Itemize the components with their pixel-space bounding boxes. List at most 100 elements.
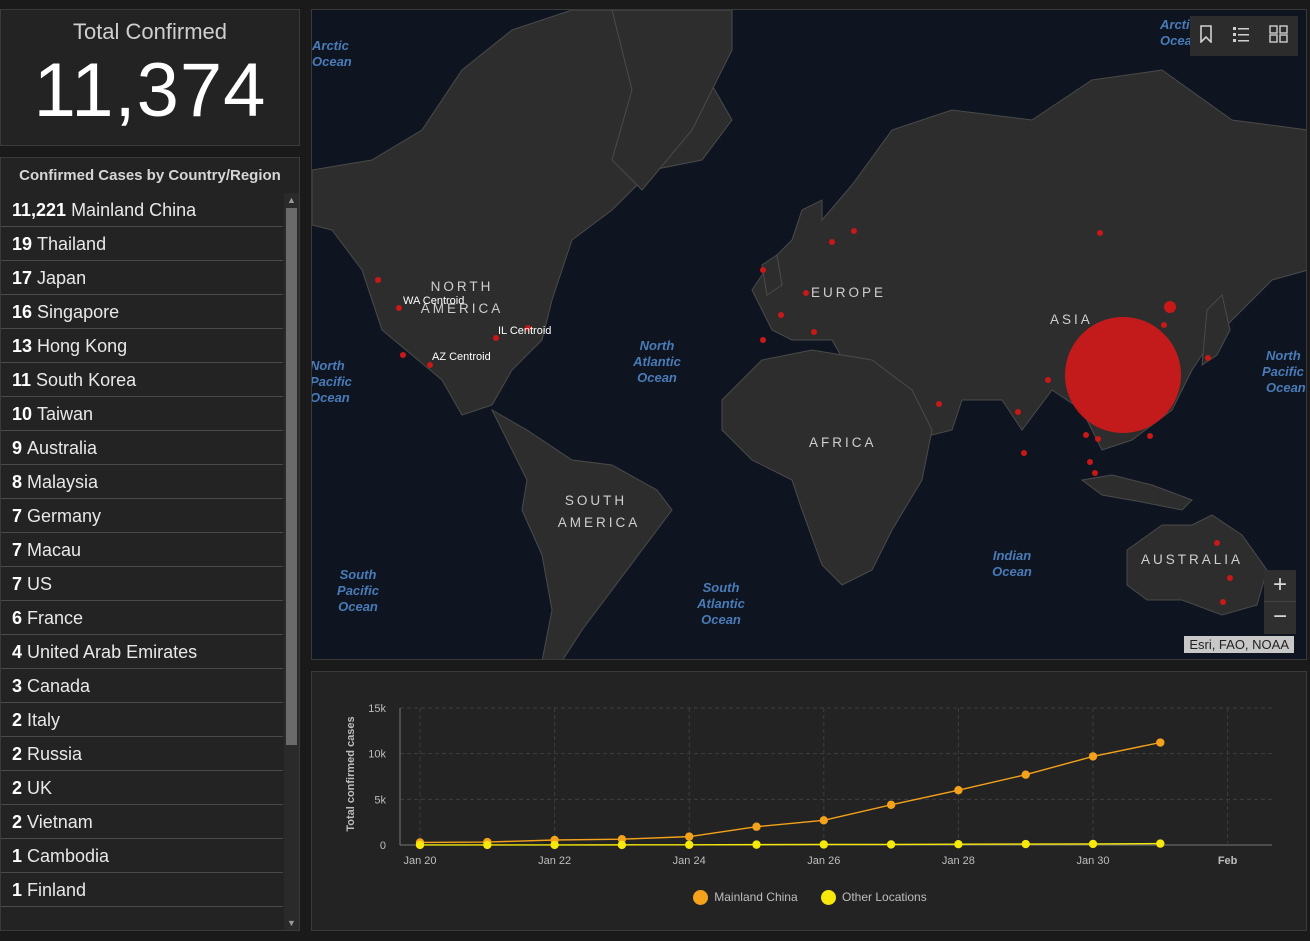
country-list-item[interactable]: 7 Macau: [1, 533, 283, 567]
chart-data-point[interactable]: [1021, 770, 1030, 779]
chart-x-ticks: Jan 20 Jan 22 Jan 24 Jan 26 Jan 28 Jan 30 Feb: [403, 855, 1237, 867]
country-list-item[interactable]: 7 Germany: [1, 499, 283, 533]
country-list-item[interactable]: 16 Singapore: [1, 295, 283, 329]
case-marker[interactable]: [1220, 599, 1226, 605]
country-list-item[interactable]: 17 Japan: [1, 261, 283, 295]
zoom-out-button[interactable]: −: [1272, 603, 1287, 630]
chart-data-point[interactable]: [483, 840, 492, 850]
case-marker[interactable]: [760, 337, 766, 343]
country-list-item[interactable]: 2 UK: [1, 771, 283, 805]
chart-data-point[interactable]: [1021, 839, 1030, 849]
continent-label-africa: AFRICA: [809, 435, 877, 450]
case-marker[interactable]: [803, 290, 809, 296]
case-marker[interactable]: [1092, 470, 1098, 476]
scroll-up-arrow-icon[interactable]: ▲: [287, 195, 296, 205]
chart-data-point[interactable]: [886, 800, 896, 810]
land-australia: [1126, 514, 1268, 616]
country-list-item[interactable]: 11 South Korea: [1, 363, 283, 397]
legend-item-other-locations[interactable]: Other Locations: [821, 890, 927, 906]
chart-data-point[interactable]: [819, 816, 828, 825]
case-marker[interactable]: [1083, 432, 1089, 438]
country-list-item[interactable]: 2 Italy: [1, 703, 283, 737]
case-marker[interactable]: [1161, 322, 1167, 328]
zoom-in-button[interactable]: +: [1264, 570, 1296, 602]
chart-data-point[interactable]: [886, 840, 896, 849]
country-list-item[interactable]: 1 Finland: [1, 873, 283, 907]
country-list-item[interactable]: 8 Malaysia: [1, 465, 283, 499]
chart-data-point[interactable]: [1156, 839, 1165, 848]
case-marker[interactable]: [1097, 230, 1103, 236]
chart-data-point[interactable]: [1088, 752, 1098, 761]
case-bubble-china[interactable]: [1065, 317, 1181, 433]
case-marker[interactable]: [1205, 355, 1211, 361]
chart-data-point[interactable]: [685, 832, 694, 841]
chart-data-point[interactable]: [550, 840, 559, 850]
country-list-item[interactable]: 13 Hong Kong: [1, 329, 283, 363]
scroll-thumb[interactable]: [286, 208, 297, 745]
legend-item-mainland-china[interactable]: Mainland China: [693, 890, 798, 906]
chart-data-point[interactable]: [752, 840, 761, 849]
chart-data-point[interactable]: [819, 840, 828, 849]
case-marker[interactable]: [1214, 540, 1220, 546]
map-canvas[interactable]: Arctic Ocean Arcti Ocea North Pacific Ocean …: [312, 10, 1307, 660]
zoom-control: + −: [1264, 570, 1296, 634]
country-case-count: 7: [12, 540, 23, 560]
case-marker-wa[interactable]: [396, 305, 402, 311]
chart-data-point[interactable]: [954, 840, 963, 849]
country-list-item[interactable]: 10 Taiwan: [1, 397, 283, 431]
chart-data-point[interactable]: [415, 840, 425, 850]
country-list-item[interactable]: 2 Vietnam: [1, 805, 283, 839]
country-case-count: 2: [12, 812, 23, 832]
country-list-item[interactable]: 19 Thailand: [1, 227, 283, 261]
legend-list-icon[interactable]: [1232, 25, 1250, 48]
case-marker-az[interactable]: [427, 362, 433, 368]
country-list-item[interactable]: 7 US: [1, 567, 283, 601]
case-marker[interactable]: [1095, 436, 1101, 442]
basemap-gallery-icon[interactable]: [1268, 24, 1289, 48]
case-marker-beijing[interactable]: [1164, 301, 1176, 313]
case-marker[interactable]: [493, 335, 499, 341]
case-marker[interactable]: [1015, 409, 1021, 415]
case-marker[interactable]: [1227, 575, 1233, 581]
country-list-item[interactable]: 1 Cambodia: [1, 839, 283, 873]
case-marker[interactable]: [1087, 459, 1093, 465]
country-case-count: 13: [12, 336, 33, 356]
chart-data-point[interactable]: [752, 822, 761, 831]
country-list: 11,221 Mainland China 19 Thailand 17 Japan 16 S…: [1, 193, 283, 907]
case-marker[interactable]: [1045, 377, 1051, 383]
case-marker[interactable]: [1147, 433, 1153, 439]
country-list-item[interactable]: 4 United Arab Emirates: [1, 635, 283, 669]
continent-label-asia: ASIA: [1050, 312, 1093, 327]
country-case-count: 3: [12, 676, 23, 696]
case-marker[interactable]: [1021, 450, 1027, 456]
country-list-item[interactable]: 2 Russia: [1, 737, 283, 771]
map-attribution[interactable]: Esri, FAO, NOAA: [1184, 636, 1294, 653]
scroll-down-arrow-icon[interactable]: ▼: [287, 918, 296, 928]
country-list-item[interactable]: 9 Australia: [1, 431, 283, 465]
bookmark-icon[interactable]: [1199, 24, 1213, 48]
chart-data-point[interactable]: [954, 786, 963, 795]
chart-data-point[interactable]: [1088, 839, 1098, 849]
case-marker[interactable]: [829, 239, 835, 245]
chart-data-point[interactable]: [617, 840, 627, 850]
case-marker[interactable]: [851, 228, 857, 234]
case-marker[interactable]: [760, 267, 766, 273]
chart-x-tick-label: Jan 20: [403, 855, 436, 867]
country-list-item[interactable]: 3 Canada: [1, 669, 283, 703]
case-marker[interactable]: [400, 352, 406, 358]
country-name: Taiwan: [37, 404, 94, 424]
case-marker[interactable]: [936, 401, 942, 407]
case-marker[interactable]: [375, 277, 381, 283]
list-scrollbar[interactable]: ▲ ▼: [284, 193, 299, 930]
country-list-item[interactable]: 11,221 Mainland China: [1, 193, 283, 227]
country-list-item[interactable]: 6 France: [1, 601, 283, 635]
country-case-count: 11: [12, 370, 32, 390]
chart-x-tick-label: Jan 26: [807, 855, 840, 867]
case-marker-il[interactable]: [525, 325, 531, 331]
chart-data-point[interactable]: [1156, 738, 1165, 747]
case-marker[interactable]: [778, 312, 784, 318]
chart-data-point[interactable]: [685, 840, 694, 849]
world-map[interactable]: Arctic Ocean Arcti Ocea North Pacific Ocean …: [311, 9, 1307, 660]
case-marker[interactable]: [811, 329, 817, 335]
